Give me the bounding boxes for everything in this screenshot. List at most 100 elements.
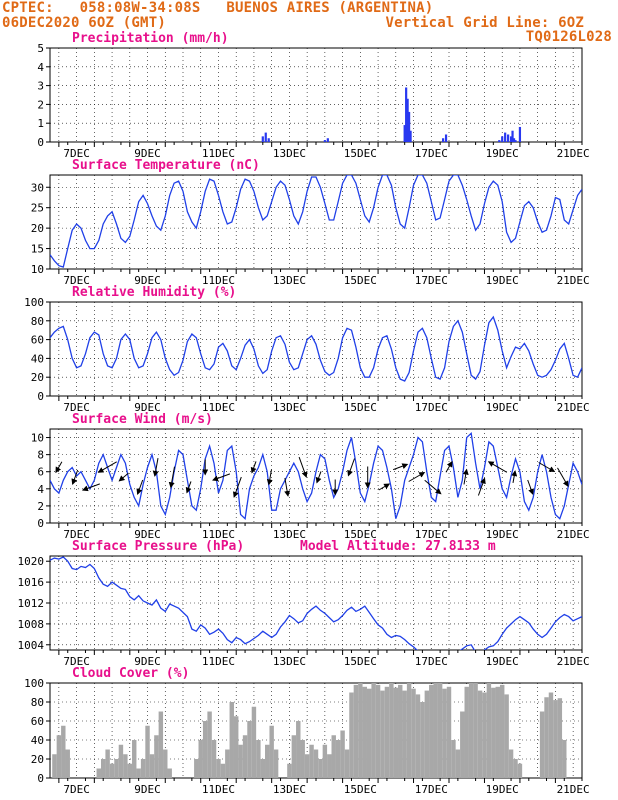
panel-3-xtick-label: 7DEC: [63, 401, 90, 414]
panel-6-bar: [269, 725, 274, 778]
panel-6-bar: [504, 694, 509, 778]
wind-arrow: [250, 461, 257, 474]
wind-arrow: [298, 456, 308, 478]
panel-6-bar: [424, 690, 430, 778]
panel-6-bar: [513, 759, 518, 778]
panel-6-xtick-label: 21DEC: [557, 783, 590, 796]
panel-6-bar: [557, 698, 563, 778]
panel-5-xtick-label: 21DEC: [557, 655, 590, 668]
wind-arrow: [347, 458, 355, 477]
panel-6-bar: [225, 749, 230, 778]
panel-6-xtick-label: 15DEC: [344, 783, 377, 796]
panel-1-bar: [403, 125, 406, 142]
panel-6-bar: [442, 688, 447, 778]
panel-1-xtick-label: 7DEC: [63, 147, 90, 160]
panel-3-xtick-label: 13DEC: [273, 401, 306, 414]
panel-4-ytick-label: 10: [31, 432, 44, 445]
panel-1-bar: [405, 87, 408, 142]
panel-6-bar: [468, 683, 474, 778]
panel-6-bar: [455, 749, 461, 778]
panel-3-ytick-label: 100: [24, 296, 44, 309]
panel-6-bar: [100, 759, 106, 778]
panel-6-bar: [198, 740, 203, 778]
wind-arrow: [168, 466, 175, 489]
wind-arrow: [81, 483, 100, 492]
panel-6-bar: [287, 763, 292, 778]
wind-arrow: [477, 477, 486, 496]
panel-6-bar: [460, 711, 465, 778]
panel-6-bar: [349, 692, 354, 778]
panel-6-ytick-label: 60: [31, 715, 44, 728]
panel-3-xtick-label: 17DEC: [415, 401, 448, 414]
panel-6-bar: [362, 686, 367, 778]
panel-6-bar: [291, 735, 297, 778]
panel-1-xtick-label: 21DEC: [557, 147, 590, 160]
panel-4-xtick-label: 13DEC: [273, 528, 306, 541]
panel-2-series-line: [50, 175, 582, 268]
panel-6-bar: [508, 749, 514, 778]
panel-5-xtick-label: 7DEC: [63, 655, 90, 668]
panel-4-ytick-label: 4: [37, 483, 44, 496]
panel-4-title: Surface Wind (m/s): [72, 412, 213, 427]
panel-2-ytick-label: 15: [31, 243, 44, 256]
panel-2-ytick-label: 10: [31, 263, 44, 276]
panel-4-ytick-label: 2: [37, 500, 44, 513]
panel-2-xtick-label: 11DEC: [202, 274, 235, 287]
panel-6-bar: [114, 759, 119, 778]
panel-6-bar: [491, 687, 496, 778]
panel-1-ytick-label: 3: [37, 80, 44, 93]
panel-3-title: Relative Humidity (%): [72, 285, 236, 300]
header-grid-note: Vertical Grid Line: 6OZ: [385, 15, 584, 31]
panel-6-bar: [123, 754, 128, 778]
panel-2-xtick-label: 13DEC: [273, 274, 306, 287]
panel-1-bar: [501, 136, 504, 142]
panel-6-bar: [473, 683, 478, 778]
wind-arrow: [445, 460, 453, 473]
panel-4-xtick-label: 17DEC: [415, 528, 448, 541]
wind-arrow: [315, 471, 322, 484]
panel-5-xtick-label: 17DEC: [415, 655, 448, 668]
panel-6-ytick-label: 20: [31, 753, 44, 766]
panel-6-bar: [517, 763, 523, 778]
panel-1-ytick-label: 1: [37, 117, 44, 130]
panel-6-bar: [406, 683, 412, 778]
panel-3-xtick-label: 9DEC: [134, 401, 161, 414]
panel-6-bar: [229, 702, 234, 778]
panel-6-bar: [202, 721, 208, 778]
panel-6-bar: [437, 683, 443, 778]
panel-6-xtick-label: 19DEC: [486, 783, 519, 796]
panel-6-bar: [216, 759, 221, 778]
wind-arrow: [266, 469, 273, 486]
panel-6-bar: [380, 690, 385, 778]
panel-5-xtick-label: 9DEC: [134, 655, 161, 668]
panel-2-xtick-label: 7DEC: [63, 274, 90, 287]
wind-arrow: [527, 479, 534, 495]
panel-6-bar: [136, 768, 141, 778]
panel-6-bar: [389, 683, 394, 778]
panel-6-bar: [167, 768, 172, 778]
panel-6-bar: [429, 684, 434, 778]
panel-6-ytick-label: 0: [37, 772, 44, 785]
panel-1-bar: [406, 98, 409, 142]
panel-6-bar: [433, 683, 438, 778]
panel-1-xtick-label: 15DEC: [344, 147, 377, 160]
panel-6-bar: [118, 744, 124, 778]
panel-6-bar: [375, 684, 381, 778]
panel-5-xtick-label: 15DEC: [344, 655, 377, 668]
panel-5-ytick-label: 1020: [18, 555, 45, 568]
panel-6-bar: [140, 759, 146, 778]
panel-6-bar: [158, 711, 164, 778]
panel-6-bar: [154, 735, 159, 778]
wind-arrow: [511, 470, 518, 483]
panel-6-bar: [61, 725, 66, 778]
panel-1-bar: [441, 138, 445, 142]
wind-arrow: [97, 461, 117, 473]
panel-6-bar: [273, 749, 279, 778]
panel-6-bar: [553, 700, 558, 778]
panel-6-bar: [265, 744, 270, 778]
panel-6-bar: [420, 702, 425, 778]
panel-2-xtick-label: 9DEC: [134, 274, 161, 287]
panel-1-bar: [326, 138, 329, 142]
panel-6-bar: [211, 740, 217, 778]
